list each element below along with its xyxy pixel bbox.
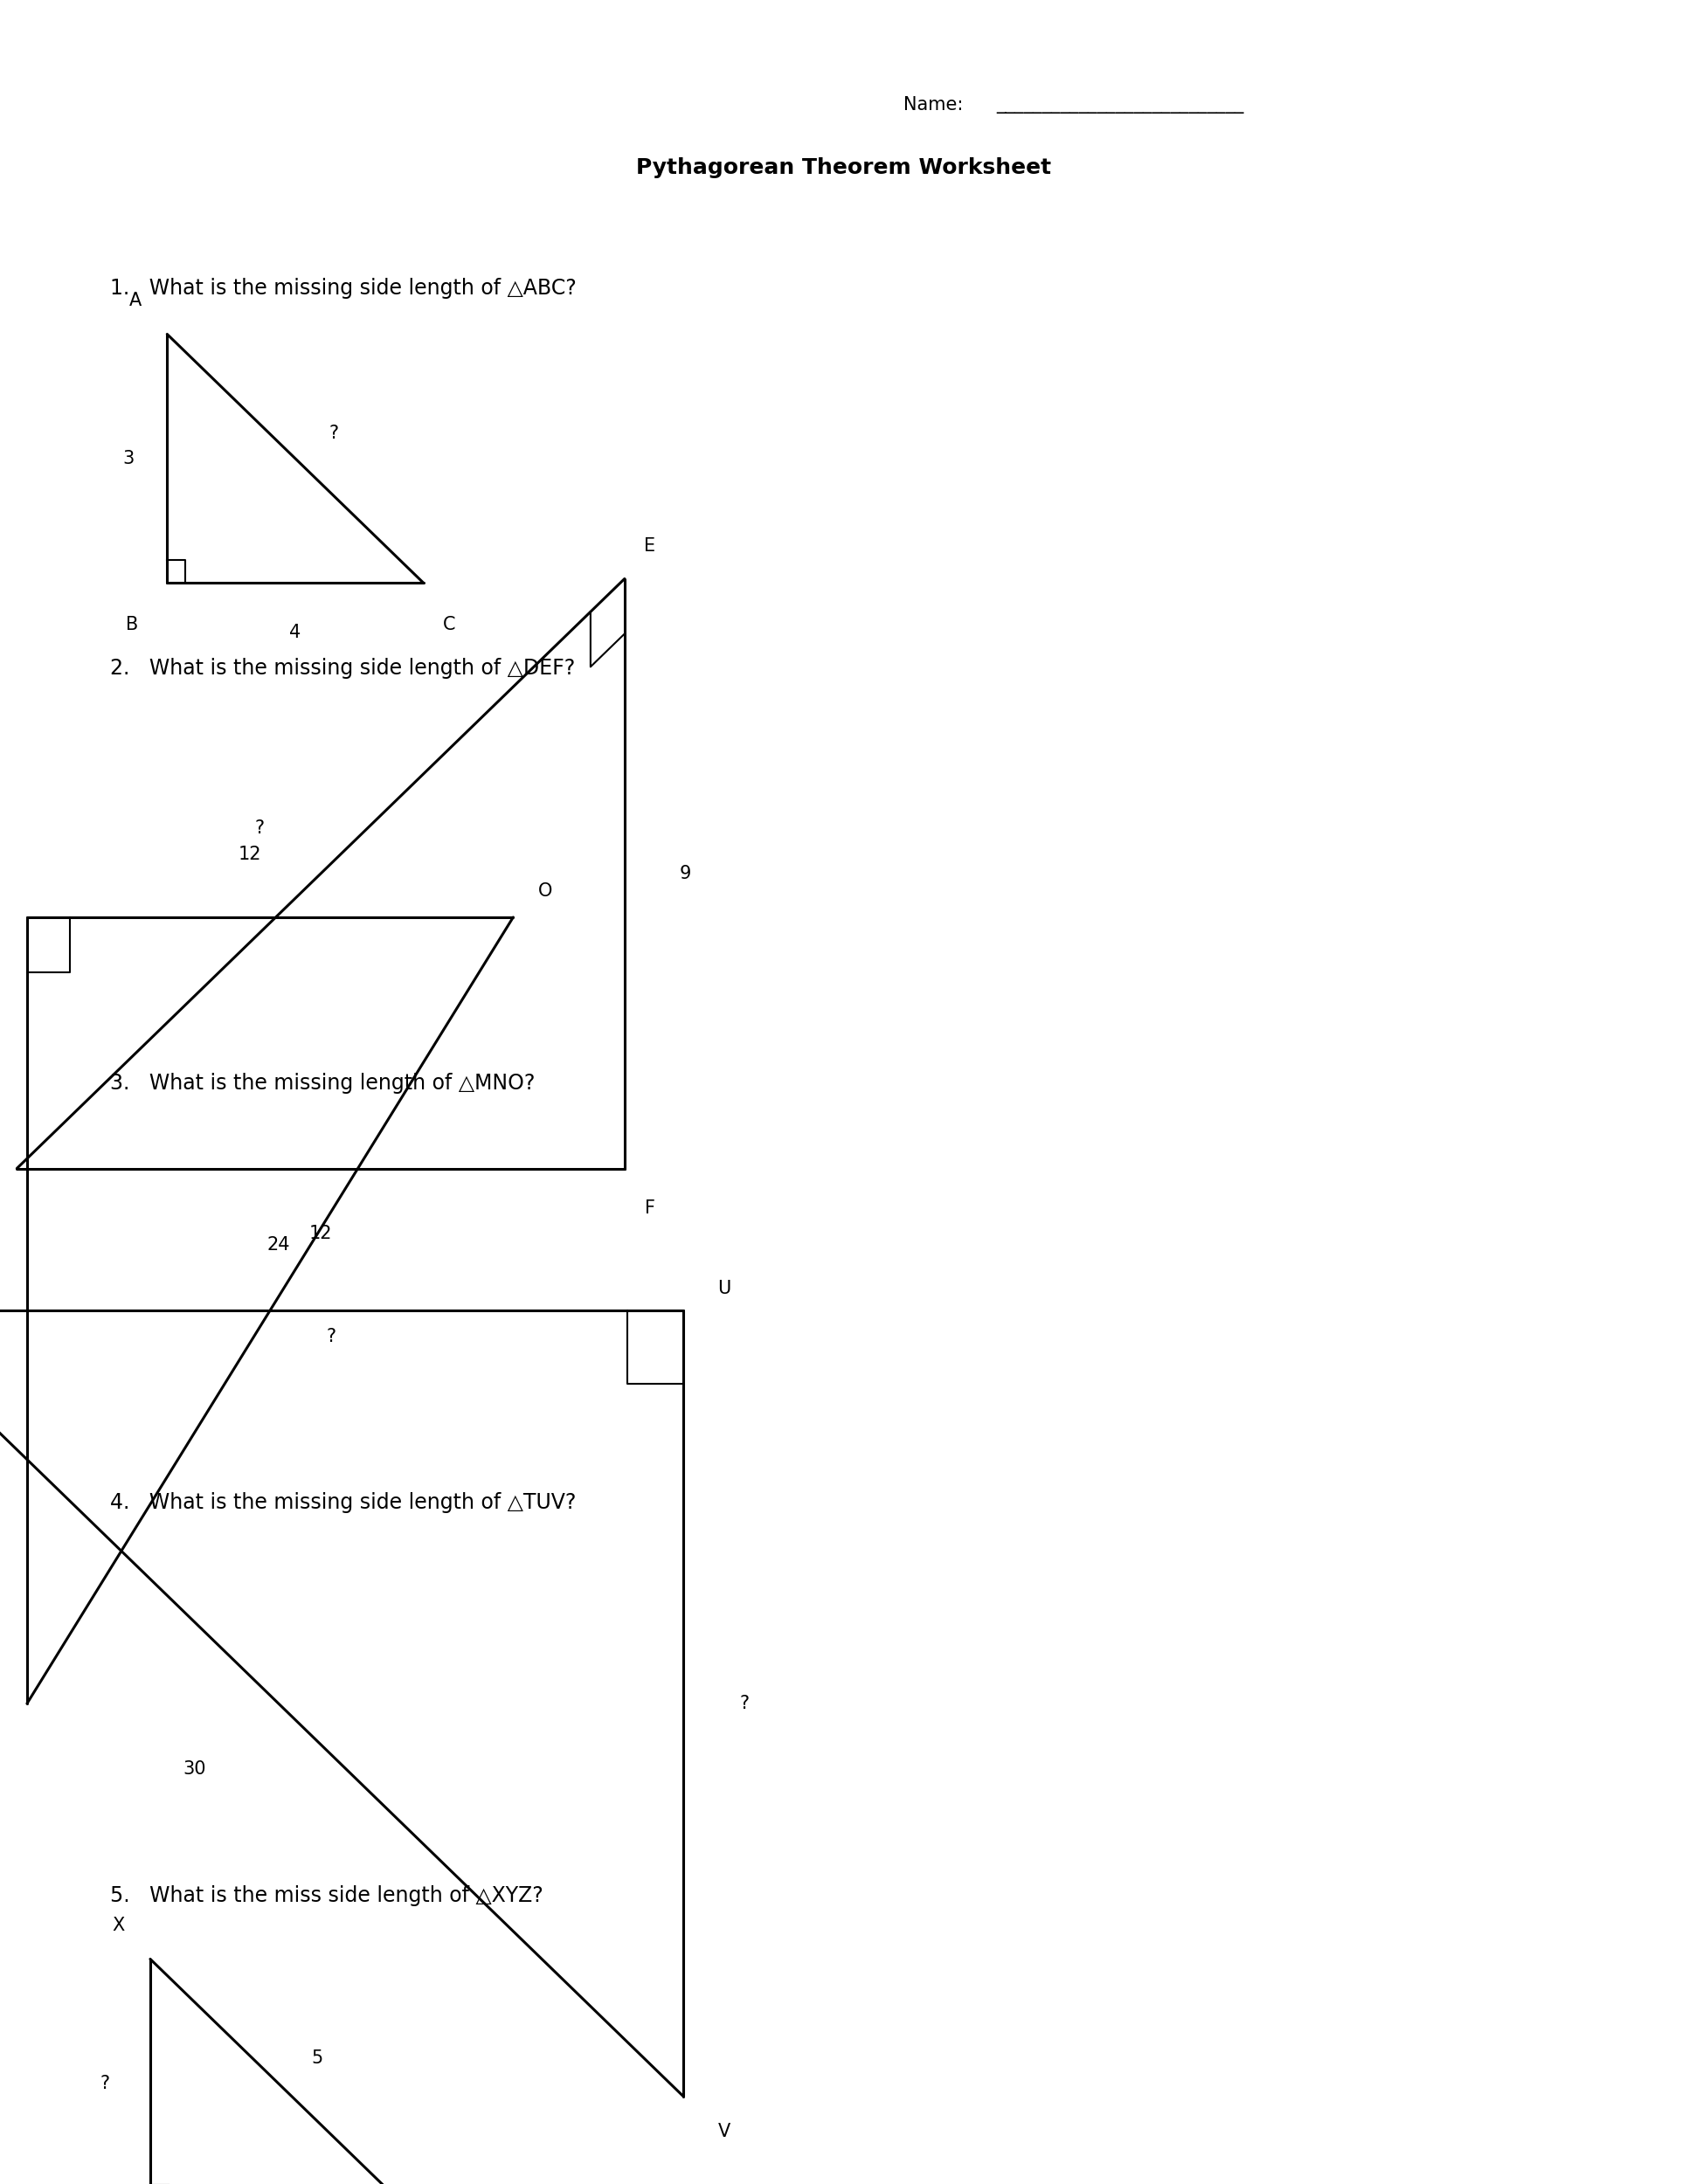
- Text: U: U: [717, 1280, 731, 1297]
- Text: ?: ?: [101, 2075, 110, 2092]
- Text: 30: 30: [182, 1760, 206, 1778]
- Text: 1.   What is the missing side length of △ABC?: 1. What is the missing side length of △A…: [110, 277, 576, 299]
- Text: B: B: [125, 616, 138, 633]
- Text: A: A: [128, 293, 142, 310]
- Text: 12: 12: [238, 845, 262, 863]
- Text: 12: 12: [309, 1225, 333, 1243]
- Text: O: O: [538, 882, 552, 900]
- Text: 3.   What is the missing length of △MNO?: 3. What is the missing length of △MNO?: [110, 1072, 535, 1094]
- Text: 4.   What is the missing side length of △TUV?: 4. What is the missing side length of △T…: [110, 1492, 576, 1514]
- Text: ___________________________: ___________________________: [996, 96, 1244, 114]
- Text: Name:: Name:: [903, 96, 969, 114]
- Text: C: C: [442, 616, 456, 633]
- Text: X: X: [111, 1918, 125, 1935]
- Text: 2.   What is the missing side length of △DEF?: 2. What is the missing side length of △D…: [110, 657, 574, 679]
- Text: 3: 3: [123, 450, 135, 467]
- Text: 24: 24: [267, 1236, 290, 1254]
- Text: ?: ?: [326, 1328, 336, 1345]
- Text: F: F: [645, 1199, 655, 1216]
- Text: E: E: [645, 537, 655, 555]
- Text: ?: ?: [329, 426, 339, 443]
- Text: 4: 4: [290, 625, 300, 642]
- Text: 5: 5: [311, 2051, 322, 2068]
- Text: Pythagorean Theorem Worksheet: Pythagorean Theorem Worksheet: [636, 157, 1052, 179]
- Text: V: V: [717, 2123, 731, 2140]
- Text: ?: ?: [255, 819, 265, 836]
- Text: 9: 9: [680, 865, 690, 882]
- Text: ?: ?: [739, 1695, 749, 1712]
- Text: 5.   What is the miss side length of △XYZ?: 5. What is the miss side length of △XYZ?: [110, 1885, 544, 1907]
